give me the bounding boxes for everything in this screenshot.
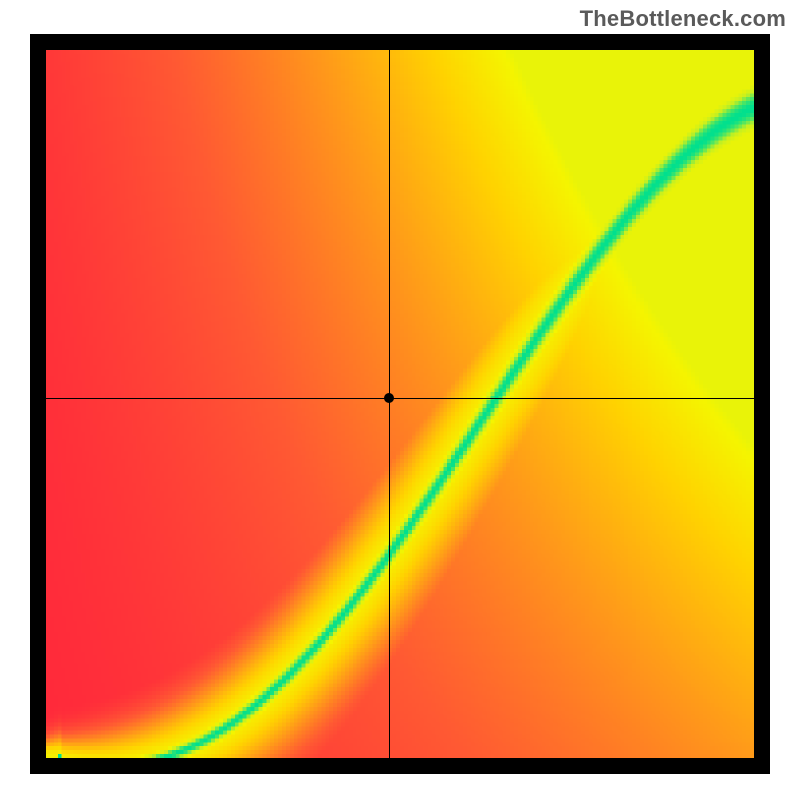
watermark: TheBottleneck.com [580,6,786,32]
crosshair-marker [384,393,394,403]
chart-frame [30,34,770,774]
heatmap-canvas [46,50,754,758]
crosshair-vertical [389,50,390,758]
crosshair-horizontal [46,398,754,399]
